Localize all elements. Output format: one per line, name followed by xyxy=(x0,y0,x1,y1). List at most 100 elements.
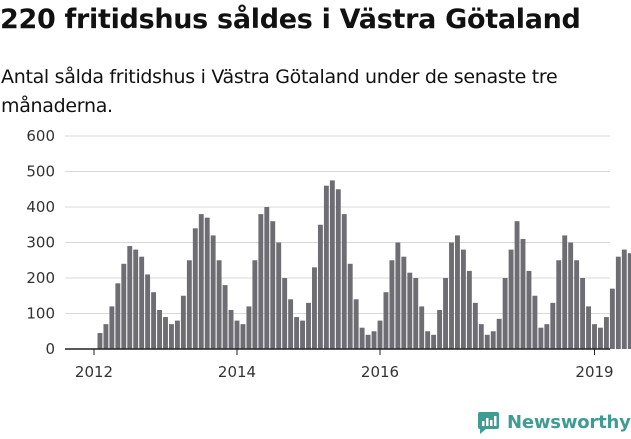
bar xyxy=(627,253,631,349)
bar xyxy=(478,324,484,349)
x-tick-label: 2014 xyxy=(218,363,256,381)
x-tick-label: 2012 xyxy=(75,363,113,381)
bar xyxy=(276,242,282,349)
bar xyxy=(455,235,460,349)
bar xyxy=(222,285,228,349)
bar xyxy=(377,320,383,349)
bar xyxy=(621,249,627,349)
bar xyxy=(127,246,133,349)
bar xyxy=(490,331,496,349)
bar xyxy=(556,260,562,349)
bar xyxy=(258,214,264,349)
bar xyxy=(228,309,234,349)
bar xyxy=(520,238,526,349)
bar xyxy=(204,217,210,349)
y-tick-label: 200 xyxy=(26,269,55,287)
bar xyxy=(329,180,335,350)
bar xyxy=(192,228,198,349)
y-tick-label: 400 xyxy=(26,198,55,216)
bar xyxy=(180,295,186,349)
bar xyxy=(151,292,157,349)
bar xyxy=(502,278,508,349)
bar xyxy=(401,256,407,349)
bar xyxy=(466,270,472,349)
bar xyxy=(419,306,425,349)
bar xyxy=(115,283,121,349)
y-tick-label: 500 xyxy=(26,163,55,181)
bar xyxy=(359,327,365,349)
y-tick-label: 300 xyxy=(26,234,55,252)
bar xyxy=(317,224,323,349)
bar xyxy=(496,318,502,349)
bar xyxy=(365,334,371,349)
bar xyxy=(186,260,192,349)
bar xyxy=(508,249,514,349)
bar xyxy=(538,327,544,349)
bar xyxy=(103,324,109,349)
bar xyxy=(163,317,168,349)
bar xyxy=(294,317,300,349)
bar xyxy=(121,263,127,349)
bar xyxy=(210,235,216,349)
bar xyxy=(216,260,222,349)
bar xyxy=(240,324,246,349)
bar xyxy=(371,331,377,349)
bar xyxy=(335,189,341,349)
bar xyxy=(460,249,466,349)
bar xyxy=(592,324,597,349)
bar xyxy=(234,320,240,349)
bar xyxy=(288,299,294,349)
bar xyxy=(252,260,258,349)
bar xyxy=(198,214,204,349)
y-tick-label: 600 xyxy=(26,127,55,145)
bar xyxy=(514,221,520,349)
bar xyxy=(562,235,568,349)
bar xyxy=(353,299,359,349)
bar xyxy=(586,306,591,349)
bar xyxy=(312,267,317,349)
bar xyxy=(323,185,329,349)
bar xyxy=(431,334,437,349)
bar xyxy=(544,324,550,349)
brand-name: Newsworthy xyxy=(507,411,631,433)
bar xyxy=(341,214,347,349)
bar xyxy=(133,249,139,349)
bar xyxy=(157,309,162,349)
x-tick-label: 2019 xyxy=(575,363,613,381)
bar xyxy=(603,317,609,349)
bar xyxy=(407,272,413,349)
x-tick-label: 2016 xyxy=(361,363,399,381)
bar xyxy=(568,242,574,349)
bar xyxy=(169,324,174,349)
bar xyxy=(532,295,538,349)
bar xyxy=(615,256,621,349)
bar xyxy=(109,306,115,349)
bar xyxy=(145,274,151,349)
bar xyxy=(246,306,252,349)
bar xyxy=(270,221,276,349)
y-tick-label: 0 xyxy=(45,340,55,358)
bar xyxy=(598,327,603,349)
bar xyxy=(300,320,305,349)
chart-subtitle: Antal sålda fritidshus i Västra Götaland… xyxy=(1,66,558,117)
newsworthy-brand[interactable]: Newsworthy xyxy=(476,407,631,437)
bar xyxy=(425,331,431,349)
bar xyxy=(389,260,395,349)
y-tick-label: 100 xyxy=(26,305,55,323)
bar xyxy=(395,242,401,349)
bar xyxy=(383,292,389,349)
chart-title: 220 fritidshus såldes i Västra Götaland xyxy=(0,4,581,35)
bar xyxy=(443,278,448,349)
bar xyxy=(449,242,454,349)
bar xyxy=(264,207,270,349)
bar xyxy=(306,302,311,349)
bar xyxy=(413,278,419,349)
bar xyxy=(347,263,353,349)
bar xyxy=(174,320,180,349)
bar xyxy=(526,270,532,349)
bar xyxy=(580,278,586,349)
chart-logo-icon xyxy=(478,411,499,434)
bar xyxy=(550,302,556,349)
bar xyxy=(609,288,615,349)
